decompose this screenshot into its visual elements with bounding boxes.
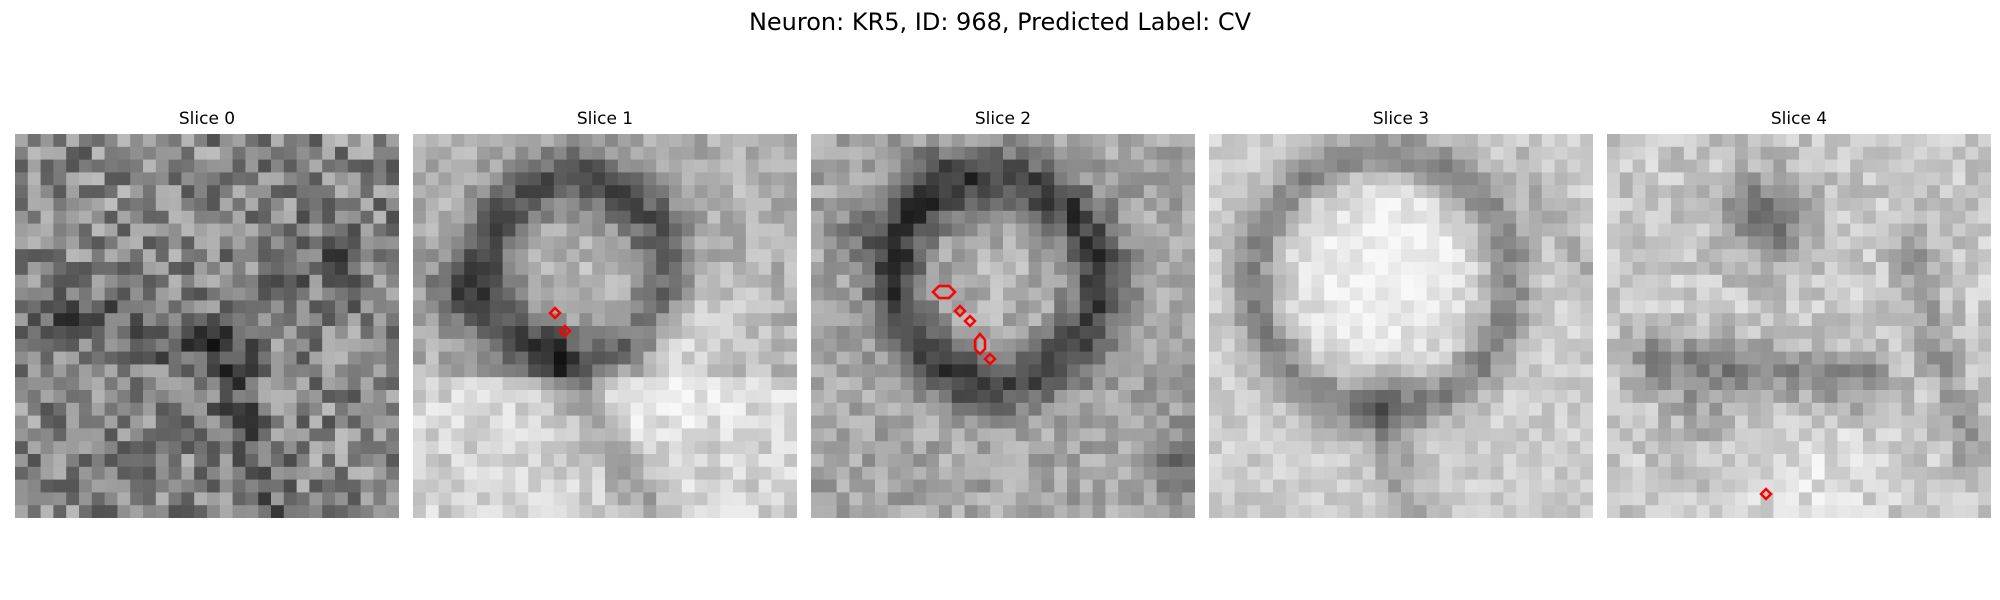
contour-marker xyxy=(963,314,977,328)
contour-marker xyxy=(1759,487,1773,501)
slice-1-image xyxy=(413,134,797,518)
slice-4-title: Slice 4 xyxy=(1770,109,1828,129)
slice-0-canvas xyxy=(15,134,399,518)
figure-title: Neuron: KR5, ID: 968, Predicted Label: C… xyxy=(748,8,1252,36)
contour-marker xyxy=(931,284,957,300)
contour-marker xyxy=(973,332,987,356)
slice-0-title: Slice 0 xyxy=(178,109,236,129)
contour-marker xyxy=(548,306,562,320)
slice-0-image xyxy=(15,134,399,518)
slice-4-image xyxy=(1607,134,1991,518)
slice-4-canvas xyxy=(1607,134,1991,518)
slice-1-canvas xyxy=(413,134,797,518)
slice-2-canvas xyxy=(811,134,1195,518)
slice-3-title: Slice 3 xyxy=(1372,109,1430,129)
slice-2-image xyxy=(811,134,1195,518)
slice-1-title: Slice 1 xyxy=(576,109,634,129)
slice-2-title: Slice 2 xyxy=(974,109,1032,129)
slice-3-image xyxy=(1209,134,1593,518)
contour-marker xyxy=(558,324,572,338)
slice-3-canvas xyxy=(1209,134,1593,518)
contour-marker xyxy=(953,304,967,318)
contour-marker xyxy=(983,352,997,366)
